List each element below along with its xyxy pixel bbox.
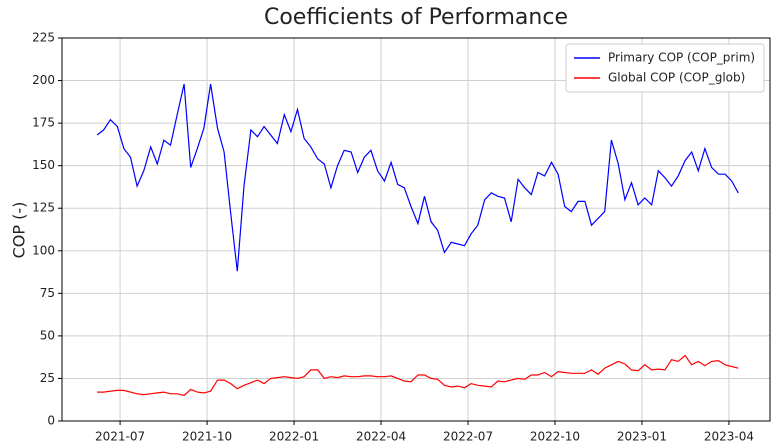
legend-label: Global COP (COP_glob) xyxy=(608,71,745,85)
y-tick-label: 125 xyxy=(32,201,55,215)
y-tick-label: 225 xyxy=(32,31,55,45)
line-series xyxy=(97,354,739,397)
y-tick-label: 200 xyxy=(32,73,55,87)
y-tick-label: 100 xyxy=(32,243,55,257)
x-tick-label: 2022-04 xyxy=(356,430,406,444)
y-tick-label: 0 xyxy=(47,414,55,428)
y-axis-label: COP (-) xyxy=(10,202,29,259)
line-series xyxy=(96,83,739,272)
x-tick-label: 2021-10 xyxy=(182,430,232,444)
x-tick-label: 2023-01 xyxy=(617,430,667,444)
y-tick-label: 25 xyxy=(40,371,55,385)
legend-box xyxy=(565,43,765,93)
y-tick-label: 150 xyxy=(32,158,55,172)
chart-title: Coefficients of Performance xyxy=(264,5,568,30)
legend: Primary COP (COP_prim) Global COP (COP_gl… xyxy=(565,43,765,93)
legend-label: Primary COP (COP_prim) xyxy=(608,51,755,65)
y-tick-label: 50 xyxy=(40,328,55,342)
x-tick-label: 2023-04 xyxy=(704,430,754,444)
x-tick-label: 2022-01 xyxy=(269,430,319,444)
y-tick-label: 75 xyxy=(40,286,55,300)
plot-frame xyxy=(61,37,771,422)
x-tick-label: 2022-10 xyxy=(530,430,580,444)
y-tick-label: 175 xyxy=(32,116,55,130)
x-tick-label: 2021-07 xyxy=(95,430,145,444)
x-tick-label: 2022-07 xyxy=(443,430,493,444)
